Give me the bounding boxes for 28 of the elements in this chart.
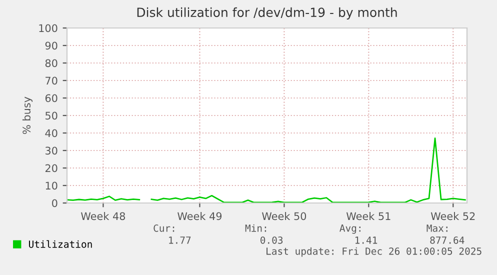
y-tick-label: 30 bbox=[46, 146, 58, 155]
x-tick-label: Week 48 bbox=[80, 212, 126, 220]
text: 0.03 bbox=[260, 236, 283, 244]
legend-label: Utilization bbox=[29, 240, 92, 248]
text: 1.41 bbox=[355, 236, 378, 244]
x-tick-label: Week 49 bbox=[178, 212, 222, 220]
text: Avg: bbox=[340, 224, 360, 234]
y-tick-label: 20 bbox=[45, 164, 58, 172]
text: Cur: bbox=[154, 224, 174, 232]
x-tick-label: Week 52 bbox=[430, 212, 475, 220]
y-tick-label: 100 bbox=[39, 24, 58, 32]
y-tick-label: 60 bbox=[45, 94, 58, 102]
text: 1.77 bbox=[169, 236, 191, 244]
chart-title: Disk utilization for /dev/dm-19 - by month bbox=[137, 7, 397, 20]
y-tick-label: 80 bbox=[45, 59, 58, 68]
x-tick-label: Week 50 bbox=[262, 212, 306, 220]
text: Min: bbox=[245, 224, 266, 232]
y-tick-label: 10 bbox=[46, 182, 58, 190]
y-tick-label: 50 bbox=[46, 112, 58, 120]
y-tick-label: 90 bbox=[45, 42, 58, 50]
y-tick-label: 70 bbox=[46, 76, 58, 85]
text: Last update: Fri Dec 26 01:00:05 2025 bbox=[266, 247, 482, 257]
x-tick-label: Week 51 bbox=[346, 212, 390, 220]
text: 877.64 bbox=[430, 236, 464, 244]
y-tick-label: 40 bbox=[45, 129, 58, 138]
y-tick-label: 0 bbox=[52, 199, 58, 208]
y-axis-title: % busy bbox=[22, 96, 33, 134]
text: Max: bbox=[426, 224, 448, 232]
